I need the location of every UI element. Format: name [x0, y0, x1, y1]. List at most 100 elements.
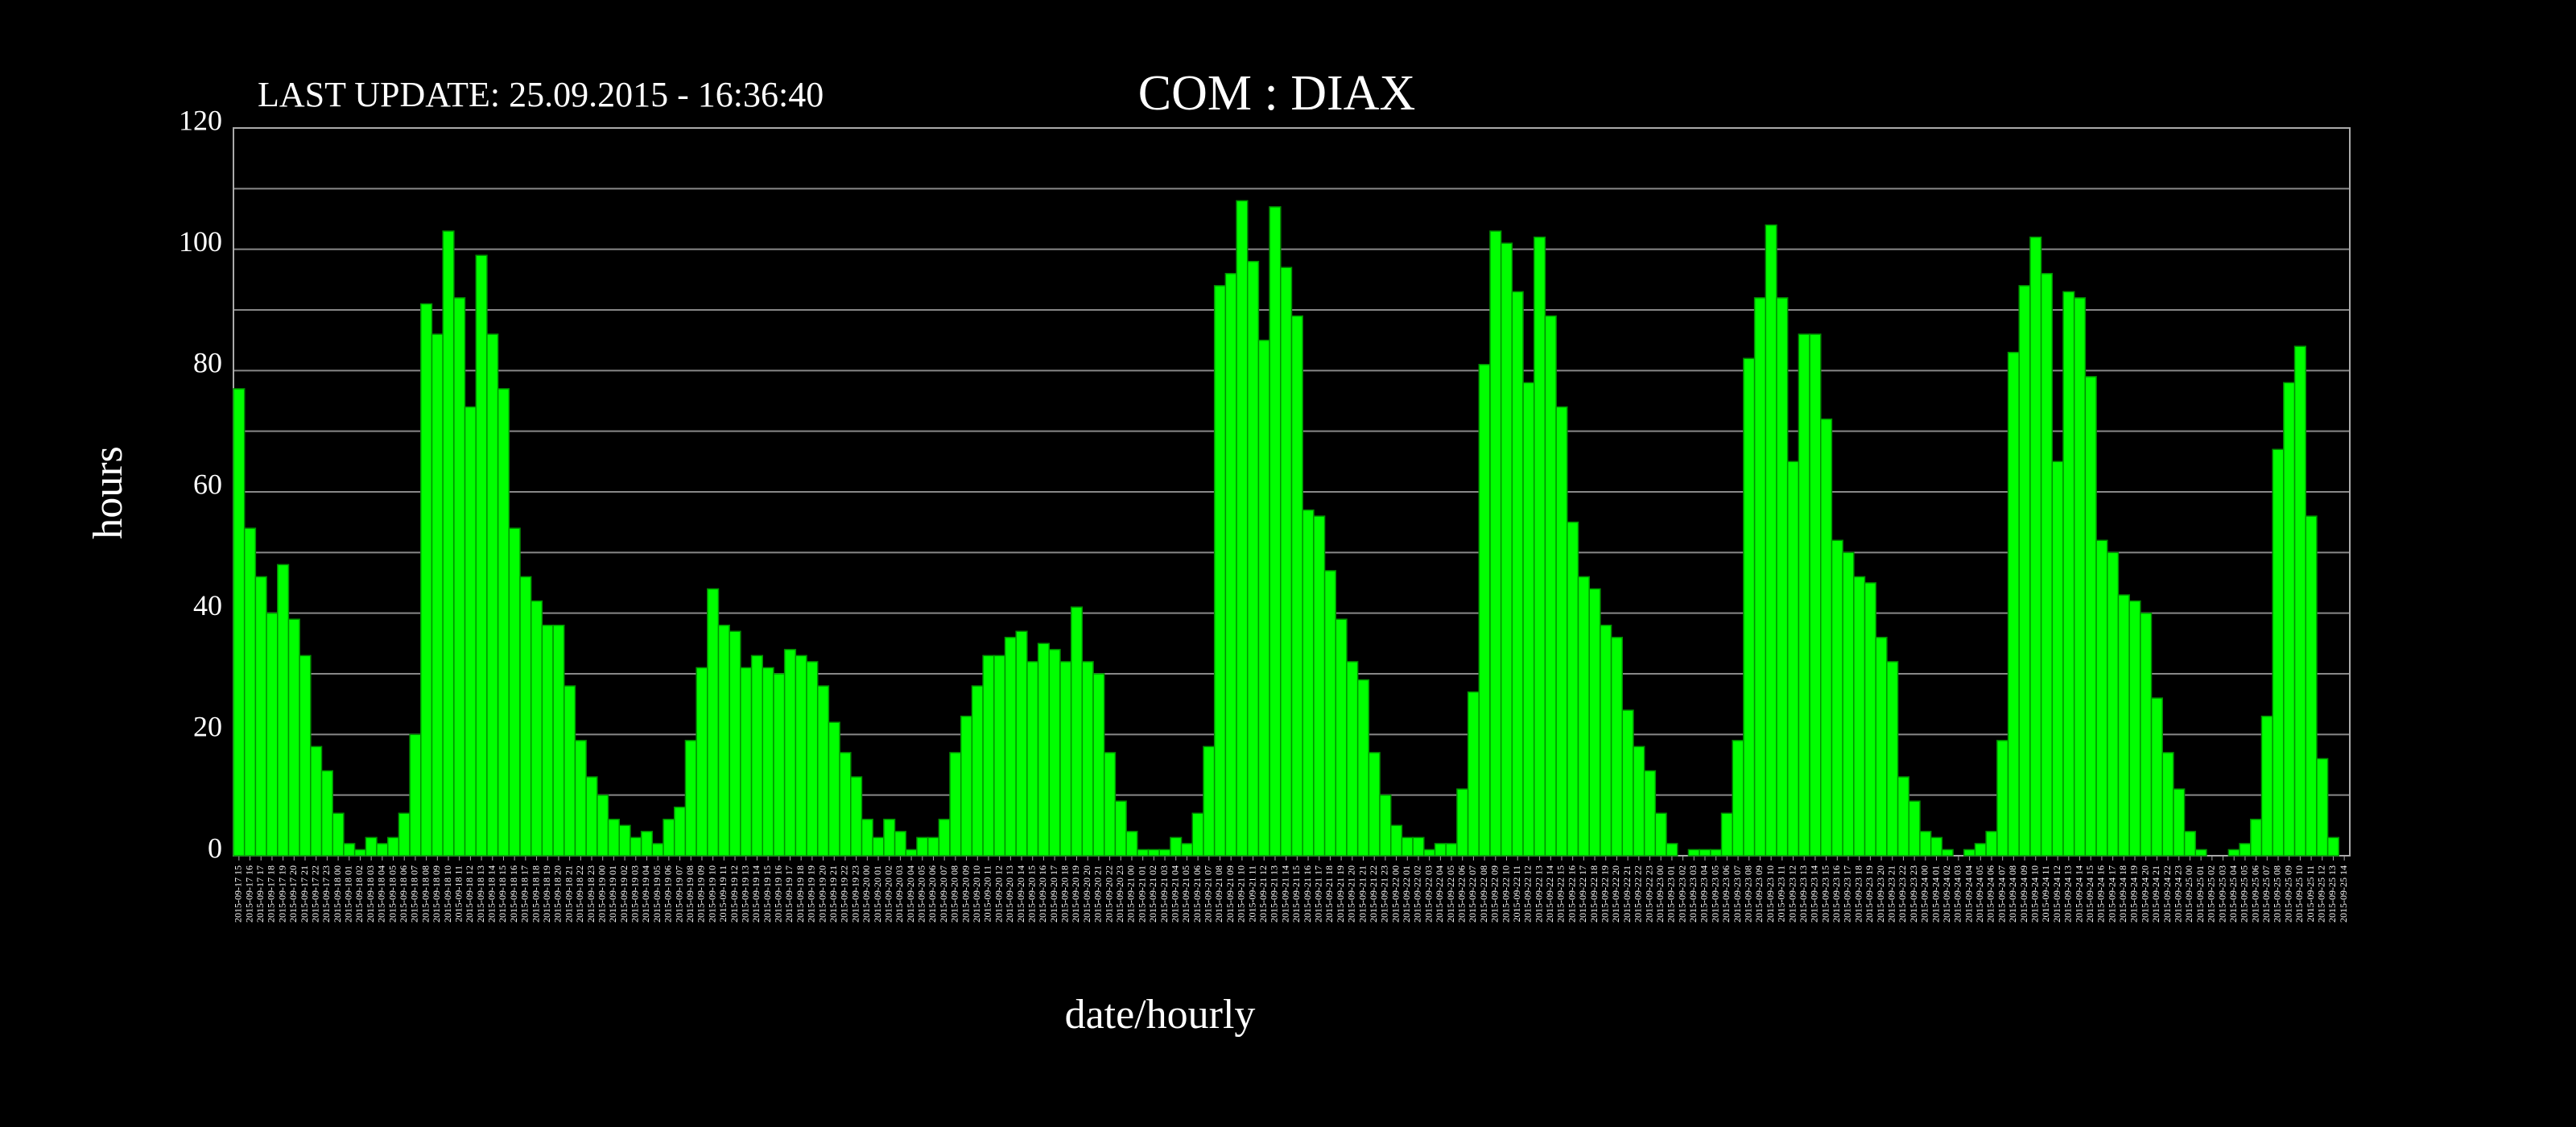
x-tick-label: 2015-09-21 10 — [1236, 865, 1247, 923]
bar — [762, 667, 774, 857]
bar — [1236, 200, 1249, 857]
bar — [2250, 819, 2263, 857]
x-tick-label: 2015-09-22 01 — [1401, 865, 1412, 923]
bar — [254, 576, 267, 857]
x-tick-label: 2015-09-21 18 — [1323, 865, 1335, 923]
bar — [1401, 836, 1414, 857]
bar — [783, 649, 797, 857]
bar — [2272, 448, 2285, 857]
bar — [508, 527, 521, 857]
x-tick-label: 2015-09-18 11 — [452, 865, 464, 923]
bar — [1170, 836, 1183, 857]
bar — [2029, 236, 2042, 857]
bar — [2128, 600, 2141, 857]
bar — [243, 527, 257, 857]
x-tick-label: 2015-09-23 01 — [1666, 865, 1677, 923]
x-tick-label: 2015-09-20 17 — [1048, 865, 1059, 923]
x-tick-label: 2015-09-25 04 — [2227, 865, 2239, 923]
bar — [1015, 630, 1028, 857]
x-tick-label: 2015-09-24 22 — [2161, 865, 2173, 923]
bar — [1820, 418, 1833, 857]
bar — [1070, 606, 1084, 857]
bar — [2117, 594, 2130, 857]
bar — [1224, 273, 1237, 857]
x-tick-label: 2015-09-23 19 — [1864, 865, 1875, 923]
x-tick-label: 2015-09-22 19 — [1599, 865, 1610, 923]
bar — [663, 819, 675, 857]
x-tick-label: 2015-09-19 20 — [816, 865, 828, 923]
chart-title: COM : DIAX — [1138, 66, 1415, 121]
x-tick-label: 2015-09-24 20 — [2139, 865, 2150, 923]
bar — [1500, 242, 1513, 857]
x-tick-label: 2015-09-22 18 — [1588, 865, 1600, 923]
bar — [1103, 752, 1117, 857]
x-tick-label: 2015-09-20 20 — [1081, 865, 1092, 923]
x-tick-label: 2015-09-19 14 — [750, 865, 762, 923]
bar — [806, 661, 819, 857]
bar — [233, 388, 246, 857]
x-tick-label: 2015-09-23 10 — [1765, 865, 1776, 923]
bar — [2051, 460, 2064, 857]
bar — [1346, 661, 1359, 857]
x-tick-label: 2015-09-18 10 — [442, 865, 453, 923]
x-tick-label: 2015-09-18 15 — [497, 865, 508, 923]
bar — [299, 654, 312, 857]
x-tick-label: 2015-09-22 12 — [1522, 865, 1534, 923]
x-tick-label: 2015-09-20 21 — [1092, 865, 1104, 923]
x-tick-label: 2015-09-20 02 — [882, 865, 894, 923]
bar — [1478, 364, 1491, 857]
x-tick-label: 2015-09-24 14 — [2073, 865, 2084, 923]
x-tick-label: 2015-09-17 20 — [287, 865, 299, 923]
bar — [850, 776, 863, 857]
bar — [729, 630, 741, 857]
x-tick-label: 2015-09-17 23 — [320, 865, 332, 923]
x-axis-label: date/hourly — [1065, 992, 1256, 1038]
x-tick-label: 2015-09-22 06 — [1455, 865, 1467, 923]
x-tick-label: 2015-09-24 03 — [1952, 865, 1963, 923]
x-tick-label: 2015-09-18 08 — [419, 865, 431, 923]
bar — [1335, 618, 1348, 857]
x-tick-label: 2015-09-19 06 — [663, 865, 674, 923]
x-tick-label: 2015-09-18 12 — [464, 865, 475, 923]
bar — [1864, 582, 1876, 857]
x-tick-label: 2015-09-25 12 — [2316, 865, 2327, 923]
bar — [1290, 315, 1303, 857]
x-tick-label: 2015-09-20 08 — [949, 865, 960, 923]
x-tick-label: 2015-09-23 04 — [1699, 865, 1710, 923]
bar — [1643, 770, 1657, 857]
bar — [1743, 357, 1756, 857]
bar — [497, 388, 510, 857]
bar — [1765, 224, 1777, 857]
bar — [1081, 661, 1094, 857]
x-tick-label: 2015-09-22 10 — [1500, 865, 1511, 923]
bar — [1875, 637, 1888, 857]
x-tick-label: 2015-09-17 17 — [254, 865, 266, 923]
x-tick-label: 2015-09-23 22 — [1897, 865, 1908, 923]
x-tick-label: 2015-09-21 03 — [1158, 865, 1170, 923]
bar — [1919, 831, 1932, 857]
bar — [1246, 260, 1260, 857]
x-tick-label: 2015-09-22 23 — [1643, 865, 1654, 923]
x-tick-label: 2015-09-23 02 — [1676, 865, 1687, 923]
x-tick-label: 2015-09-17 18 — [266, 865, 277, 923]
y-axis-label: hours — [85, 446, 131, 539]
x-tick-label: 2015-09-25 05 — [2239, 865, 2250, 923]
x-tick-label: 2015-09-21 23 — [1379, 865, 1390, 923]
x-tick-label: 2015-09-19 17 — [783, 865, 795, 923]
bar — [310, 745, 323, 857]
x-tick-label: 2015-09-17 19 — [276, 865, 287, 923]
bar — [1732, 740, 1744, 857]
x-tick-label: 2015-09-23 21 — [1886, 865, 1897, 923]
bar — [2040, 273, 2054, 857]
bar — [266, 612, 279, 857]
x-tick-label: 2015-09-24 05 — [1974, 865, 1985, 923]
bar — [486, 333, 499, 857]
x-tick-label: 2015-09-19 23 — [849, 865, 861, 923]
x-tick-label: 2015-09-19 18 — [795, 865, 806, 923]
x-tick-label: 2015-09-20 05 — [916, 865, 927, 923]
x-tick-label: 2015-09-18 09 — [431, 865, 442, 923]
x-tick-label: 2015-09-18 05 — [386, 865, 398, 923]
bar — [750, 654, 764, 857]
bar — [365, 836, 378, 857]
x-tick-label: 2015-09-19 16 — [773, 865, 784, 923]
